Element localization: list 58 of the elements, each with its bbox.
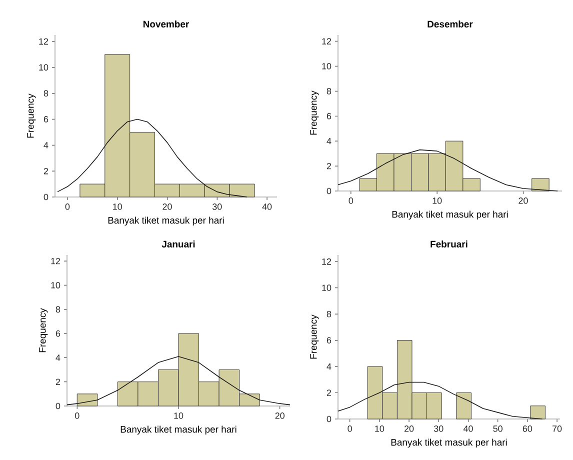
x-tick-label: 30: [434, 426, 444, 432]
chart-title: Desember: [428, 20, 473, 28]
y-tick-label: 12: [322, 38, 332, 44]
y-axis-title: Frequency: [310, 314, 319, 359]
y-tick-label: 10: [51, 282, 60, 288]
y-tick-label: 10: [322, 284, 332, 291]
y-tick-label: 8: [56, 306, 60, 313]
x-tick-label: 60: [522, 426, 532, 432]
y-tick-label: 6: [56, 330, 60, 337]
line-series: [338, 149, 558, 192]
y-tick-label: 4: [56, 354, 60, 361]
y-tick-label: 4: [44, 142, 48, 148]
x-tick-label: 30: [212, 204, 222, 210]
x-tick-label: 10: [174, 412, 184, 419]
y-tick-label: 0: [326, 188, 332, 194]
x-tick-label: 20: [162, 204, 172, 210]
y-tick-label: 6: [44, 116, 48, 122]
x-tick-label: 20: [518, 198, 528, 204]
x-tick-label: 10: [375, 426, 384, 432]
y-axis-title: Frequency: [27, 94, 36, 138]
x-axis-title: Banyak tiket masuk per hari: [108, 216, 224, 226]
x-tick-label: 20: [275, 412, 285, 419]
y-tick-label: 10: [39, 64, 48, 71]
x-axis-title: Banyak tiket masuk per hari: [392, 210, 508, 220]
x-axis-title: Banyak tiket masuk per hari: [391, 438, 507, 448]
y-tick-label: 12: [51, 258, 60, 264]
x-tick-label: 0: [348, 426, 352, 432]
x-axis-title: Banyak tiket masuk per hari: [120, 426, 236, 435]
y-axis-title: Frequency: [39, 308, 48, 352]
y-tick-label: 4: [326, 138, 332, 144]
x-tick-label: 0: [65, 204, 70, 210]
y-axis-title: Frequency: [310, 90, 319, 135]
x-tick-label: 10: [113, 204, 122, 210]
y-tick-label: 10: [322, 63, 332, 70]
x-tick-label: 70: [552, 426, 562, 432]
x-tick-label: 40: [463, 426, 473, 432]
y-tick-label: 12: [322, 258, 332, 265]
y-tick-label: 4: [326, 363, 332, 370]
y-tick-label: 8: [326, 310, 332, 318]
y-tick-label: 8: [326, 88, 332, 94]
y-tick-label: 2: [44, 168, 48, 174]
chart-title: Januari: [162, 240, 195, 248]
y-tick-label: 2: [326, 390, 332, 396]
x-tick-label: 0: [74, 412, 80, 419]
x-tick-label: 40: [262, 204, 272, 210]
y-tick-label: 0: [56, 402, 60, 410]
y-tick-label: 8: [44, 90, 48, 96]
y-tick-label: 6: [326, 337, 332, 344]
y-tick-label: 12: [39, 38, 48, 45]
x-tick-label: 0: [348, 198, 354, 204]
y-tick-label: 6: [326, 112, 332, 120]
x-tick-label: 50: [493, 426, 502, 432]
y-tick-label: 2: [326, 162, 332, 170]
chart-title: November: [144, 20, 190, 28]
chart-title: Februari: [430, 240, 468, 248]
y-tick-label: 2: [56, 378, 60, 385]
x-tick-label: 10: [432, 198, 442, 204]
x-tick-label: 20: [404, 426, 414, 432]
